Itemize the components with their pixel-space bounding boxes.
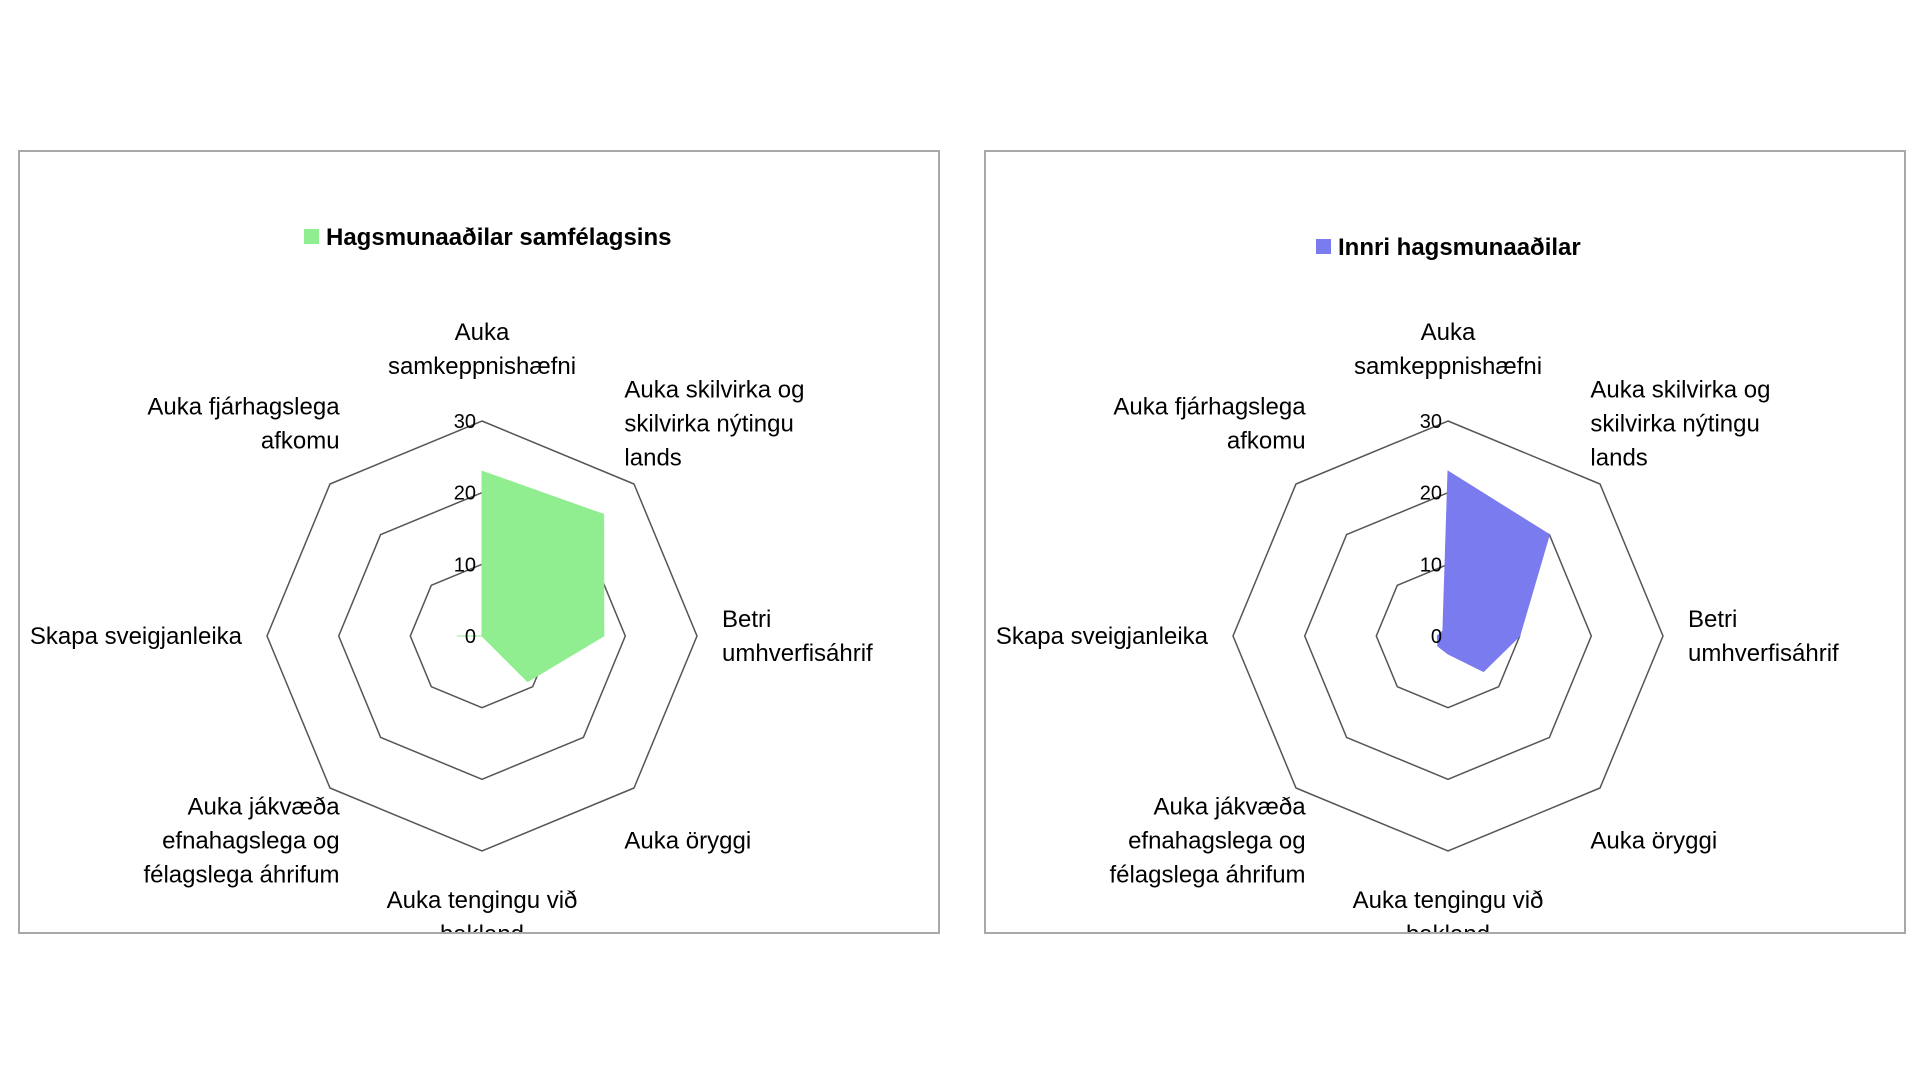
axis-label: Auka fjárhagslega: [147, 394, 340, 421]
axis-label: samkeppnishæfni: [1354, 353, 1542, 380]
axis-label: skilvirka nýtingu: [1590, 411, 1759, 438]
axis-label: Auka: [1421, 319, 1476, 346]
axis-label: Betri: [1688, 606, 1737, 633]
axis-label: efnahagslega og: [162, 827, 340, 854]
legend-swatch: [304, 229, 319, 244]
axis-label: umhverfisáhrif: [1688, 640, 1839, 667]
axis-label: Skapa sveigjanleika: [30, 623, 243, 650]
axis-label: Auka jákvæða: [1153, 793, 1306, 820]
series-area: [456, 470, 605, 683]
tick-label: 0: [1431, 626, 1442, 648]
axis-label: Auka jákvæða: [187, 793, 340, 820]
axis-label: efnahagslega og: [1128, 827, 1306, 854]
axis-label: afkomu: [1227, 428, 1306, 455]
grid-ring-20: [1303, 491, 1593, 781]
axis-label: Auka tengingu við: [387, 887, 578, 914]
radar-tick-labels: 0 10 20 30: [454, 411, 476, 648]
tick-label: 20: [454, 483, 476, 505]
legend-label: Innri hagsmunaaðilar: [1338, 234, 1581, 261]
tick-label: 30: [454, 411, 476, 433]
tick-label: 30: [1420, 411, 1442, 433]
axis-label: Auka skilvirka og: [1590, 377, 1770, 404]
radar-axis-labels: Auka samkeppnishæfni Auka skilvirka og skil…: [996, 319, 1839, 932]
axis-label: skilvirka nýtingu: [624, 411, 793, 438]
legend-label: Hagsmunaaðilar samfélagsins: [326, 224, 671, 251]
axis-label: félagslega áhrifum: [143, 861, 339, 888]
tick-label: 20: [1420, 483, 1442, 505]
axis-label: lands: [1590, 445, 1647, 472]
axis-label: bakland: [440, 921, 524, 932]
axis-label: Auka tengingu við: [1353, 887, 1544, 914]
radar-chart-community-stakeholders: Hagsmunaaðilar samfélagsins 0 10 20 30 Auka…: [18, 150, 940, 934]
radar-series: [456, 470, 605, 683]
legend-swatch: [1316, 239, 1331, 254]
axis-label: afkomu: [261, 428, 340, 455]
grid-ring-30: [266, 420, 698, 852]
axis-label: Auka skilvirka og: [624, 377, 804, 404]
axis-label: félagslega áhrifum: [1109, 861, 1305, 888]
grid-ring-30: [1232, 420, 1664, 852]
radar-tick-labels: 0 10 20 30: [1420, 411, 1442, 648]
axis-label: samkeppnishæfni: [388, 353, 576, 380]
series-area: [1436, 470, 1550, 673]
radar-axis-labels: Auka samkeppnishæfni Auka skilvirka og skil…: [30, 319, 873, 932]
radar-chart-internal-stakeholders: Innri hagsmunaaðilar 0 10 20 30 Auka samkepp…: [984, 150, 1906, 934]
chart-legend: Hagsmunaaðilar samfélagsins: [304, 224, 671, 251]
radar-series: [1436, 470, 1550, 673]
axis-label: umhverfisáhrif: [722, 640, 873, 667]
tick-label: 10: [1420, 554, 1442, 576]
chart-legend: Innri hagsmunaaðilar: [1316, 234, 1581, 261]
radar-chart-svg: Innri hagsmunaaðilar 0 10 20 30 Auka samkepp…: [996, 234, 1839, 932]
axis-label: lands: [624, 445, 681, 472]
tick-label: 10: [454, 554, 476, 576]
axis-label: Auka fjárhagslega: [1113, 394, 1306, 421]
axis-label: bakland: [1406, 921, 1490, 932]
tick-label: 0: [465, 626, 476, 648]
radar-chart-svg: Hagsmunaaðilar samfélagsins 0 10 20 30 Auka…: [30, 224, 873, 932]
axis-label: Auka öryggi: [624, 827, 751, 854]
axis-label: Betri: [722, 606, 771, 633]
axis-label: Skapa sveigjanleika: [996, 623, 1209, 650]
axis-label: Auka öryggi: [1590, 827, 1717, 854]
axis-label: Auka: [455, 319, 510, 346]
